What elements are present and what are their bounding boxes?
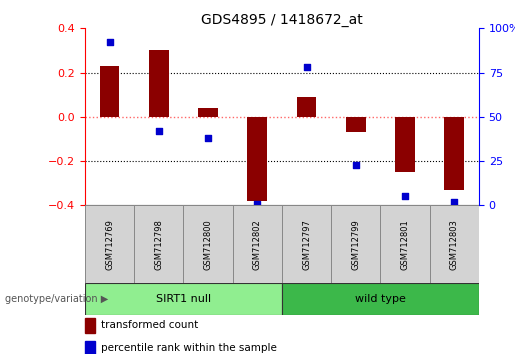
Bar [381, 205, 430, 283]
Bar [183, 205, 233, 283]
Bar [233, 205, 282, 283]
Bar [297, 97, 316, 117]
Bar [395, 117, 415, 172]
Text: SIRT1 null: SIRT1 null [156, 294, 211, 304]
Bar [85, 283, 282, 315]
Text: wild type: wild type [355, 294, 406, 304]
Text: GSM712802: GSM712802 [253, 219, 262, 270]
Bar [444, 117, 464, 190]
Point [302, 64, 311, 70]
Text: GSM712769: GSM712769 [105, 219, 114, 270]
Bar [198, 108, 218, 117]
Text: GSM712799: GSM712799 [351, 219, 360, 270]
Text: GSM712800: GSM712800 [203, 219, 213, 270]
Bar [282, 205, 331, 283]
Bar [430, 205, 479, 283]
Bar [100, 66, 119, 117]
Title: GDS4895 / 1418672_at: GDS4895 / 1418672_at [201, 13, 363, 27]
Bar [331, 205, 381, 283]
Text: GSM712798: GSM712798 [154, 219, 163, 270]
Bar [85, 341, 95, 354]
Point [253, 201, 262, 206]
Point [450, 199, 458, 205]
Text: GSM712797: GSM712797 [302, 219, 311, 270]
Point [154, 128, 163, 134]
Text: transformed count: transformed count [101, 320, 198, 330]
Point [106, 40, 114, 45]
Text: percentile rank within the sample: percentile rank within the sample [101, 343, 277, 353]
Bar [282, 283, 479, 315]
Bar [85, 318, 95, 333]
Bar [85, 205, 134, 283]
Bar [149, 51, 169, 117]
Point [204, 135, 212, 141]
Bar [248, 117, 267, 201]
Text: GSM712803: GSM712803 [450, 219, 459, 270]
Bar [346, 117, 366, 132]
Text: genotype/variation ▶: genotype/variation ▶ [5, 294, 108, 304]
Point [352, 162, 360, 167]
Text: GSM712801: GSM712801 [401, 219, 409, 270]
Bar [134, 205, 183, 283]
Point [401, 194, 409, 199]
